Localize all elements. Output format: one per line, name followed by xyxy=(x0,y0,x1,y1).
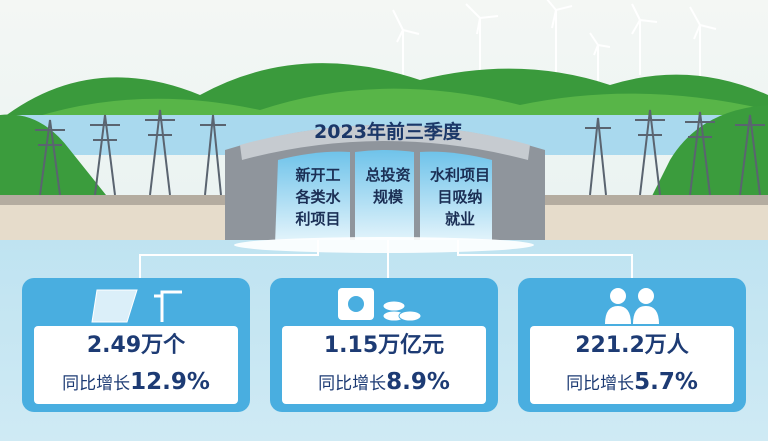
icon-body xyxy=(633,306,659,324)
column-label: 各类水 xyxy=(294,188,341,206)
growth-value: 5.7% xyxy=(634,369,698,395)
icon-dam xyxy=(91,289,138,323)
icon-coin xyxy=(382,300,406,312)
icon-crane xyxy=(154,290,182,322)
icon-dial xyxy=(348,296,364,312)
card-inner xyxy=(282,326,486,404)
icon-head xyxy=(610,288,626,304)
card-icon xyxy=(338,288,422,322)
icon-body xyxy=(605,306,631,324)
card-icon xyxy=(91,289,182,323)
growth-label: 同比增长 xyxy=(318,374,386,394)
column-label: 规模 xyxy=(373,188,404,206)
card-value: 1.15万亿元 xyxy=(324,333,444,358)
column-label: 新开工 xyxy=(295,166,340,184)
card-growth: 同比增长12.9% xyxy=(62,369,210,395)
hill-right xyxy=(650,105,768,200)
column-label: 水利项目 xyxy=(430,166,490,184)
column-label: 就业 xyxy=(445,210,475,228)
connectors xyxy=(139,240,633,280)
icon-head xyxy=(638,288,654,304)
growth-value: 8.9% xyxy=(386,369,450,395)
card-inner xyxy=(530,326,734,404)
card-inner xyxy=(34,326,238,404)
dam-walls xyxy=(0,195,768,245)
windmills xyxy=(392,0,717,82)
column-label: 利项目 xyxy=(295,210,340,228)
splash xyxy=(234,237,534,253)
column-label: 总投资 xyxy=(365,166,410,184)
pylons xyxy=(35,109,765,196)
card-icon xyxy=(605,288,659,324)
card-value: 221.2万人 xyxy=(575,333,689,358)
card-growth: 同比增长8.9% xyxy=(318,369,450,395)
icon-coin xyxy=(398,310,422,322)
column-label: 目吸纳 xyxy=(437,188,482,206)
card-value: 2.49万个 xyxy=(87,333,186,358)
spillways xyxy=(275,150,492,245)
title: 2023年前三季度 xyxy=(314,120,463,143)
growth-value: 12.9% xyxy=(130,369,210,395)
card-growth: 同比增长5.7% xyxy=(566,369,698,395)
growth-label: 同比增长 xyxy=(566,374,634,394)
dam-crest xyxy=(240,125,530,160)
growth-label: 同比增长 xyxy=(62,374,130,394)
